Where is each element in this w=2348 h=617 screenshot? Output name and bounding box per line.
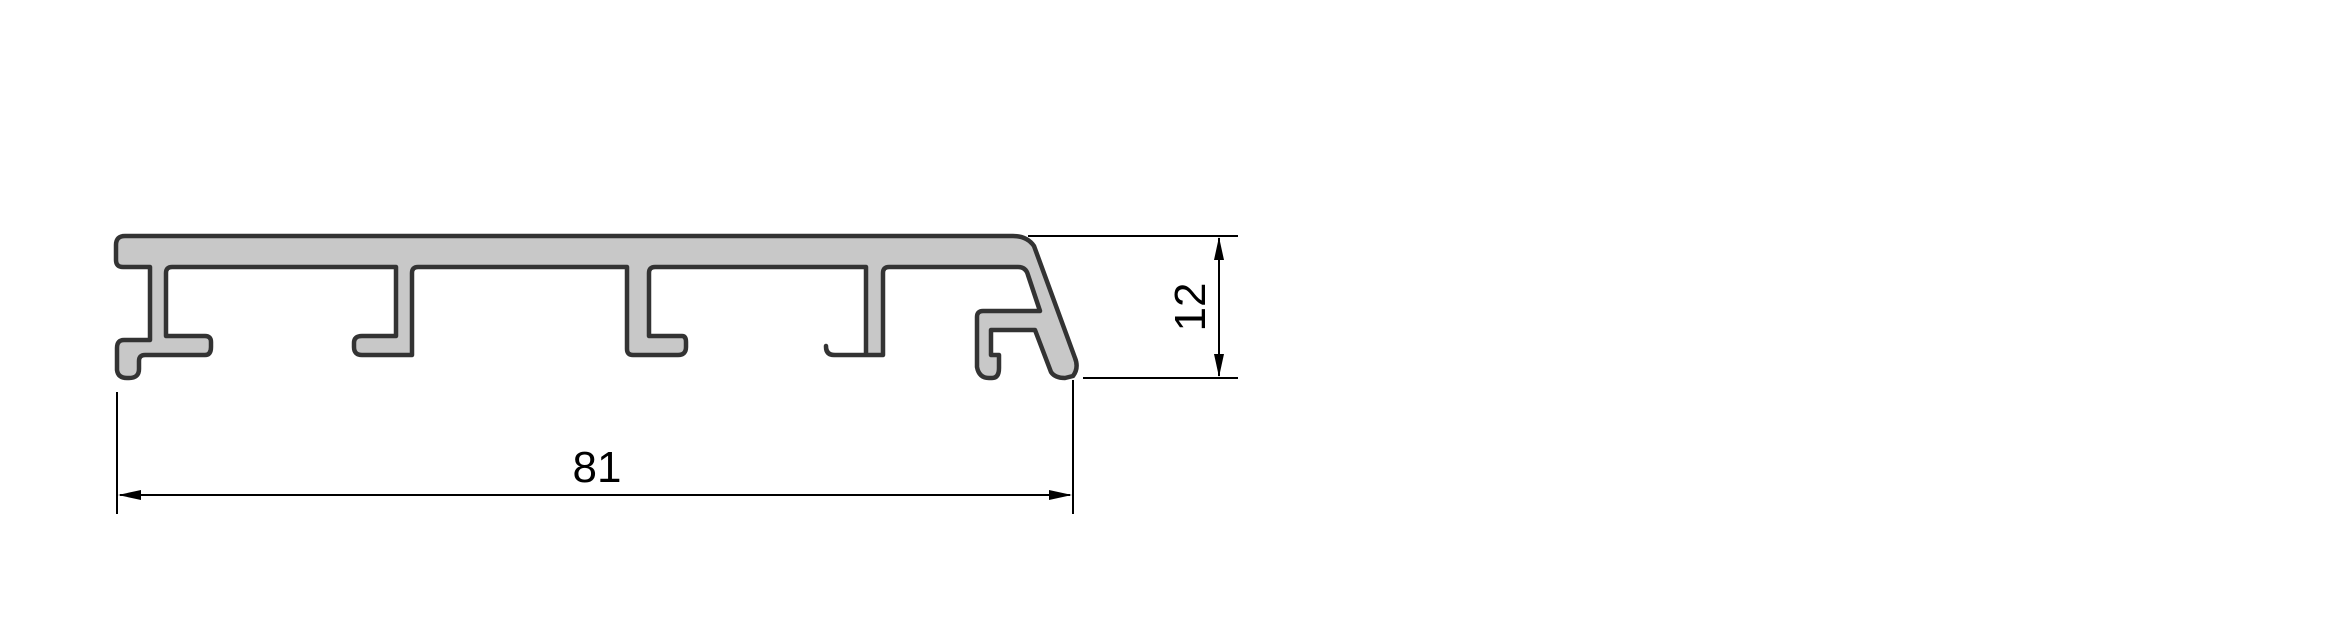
width-dimension: 81 xyxy=(116,380,1074,514)
width-arrow-right xyxy=(1049,490,1072,500)
width-label: 81 xyxy=(573,443,622,492)
height-arrow-top xyxy=(1214,237,1224,260)
profile-cross-section xyxy=(113,233,1079,381)
width-arrow-left xyxy=(118,490,141,500)
height-dimension: 12 xyxy=(1028,235,1238,379)
height-label: 12 xyxy=(1166,283,1215,332)
height-arrow-bottom xyxy=(1214,354,1224,377)
